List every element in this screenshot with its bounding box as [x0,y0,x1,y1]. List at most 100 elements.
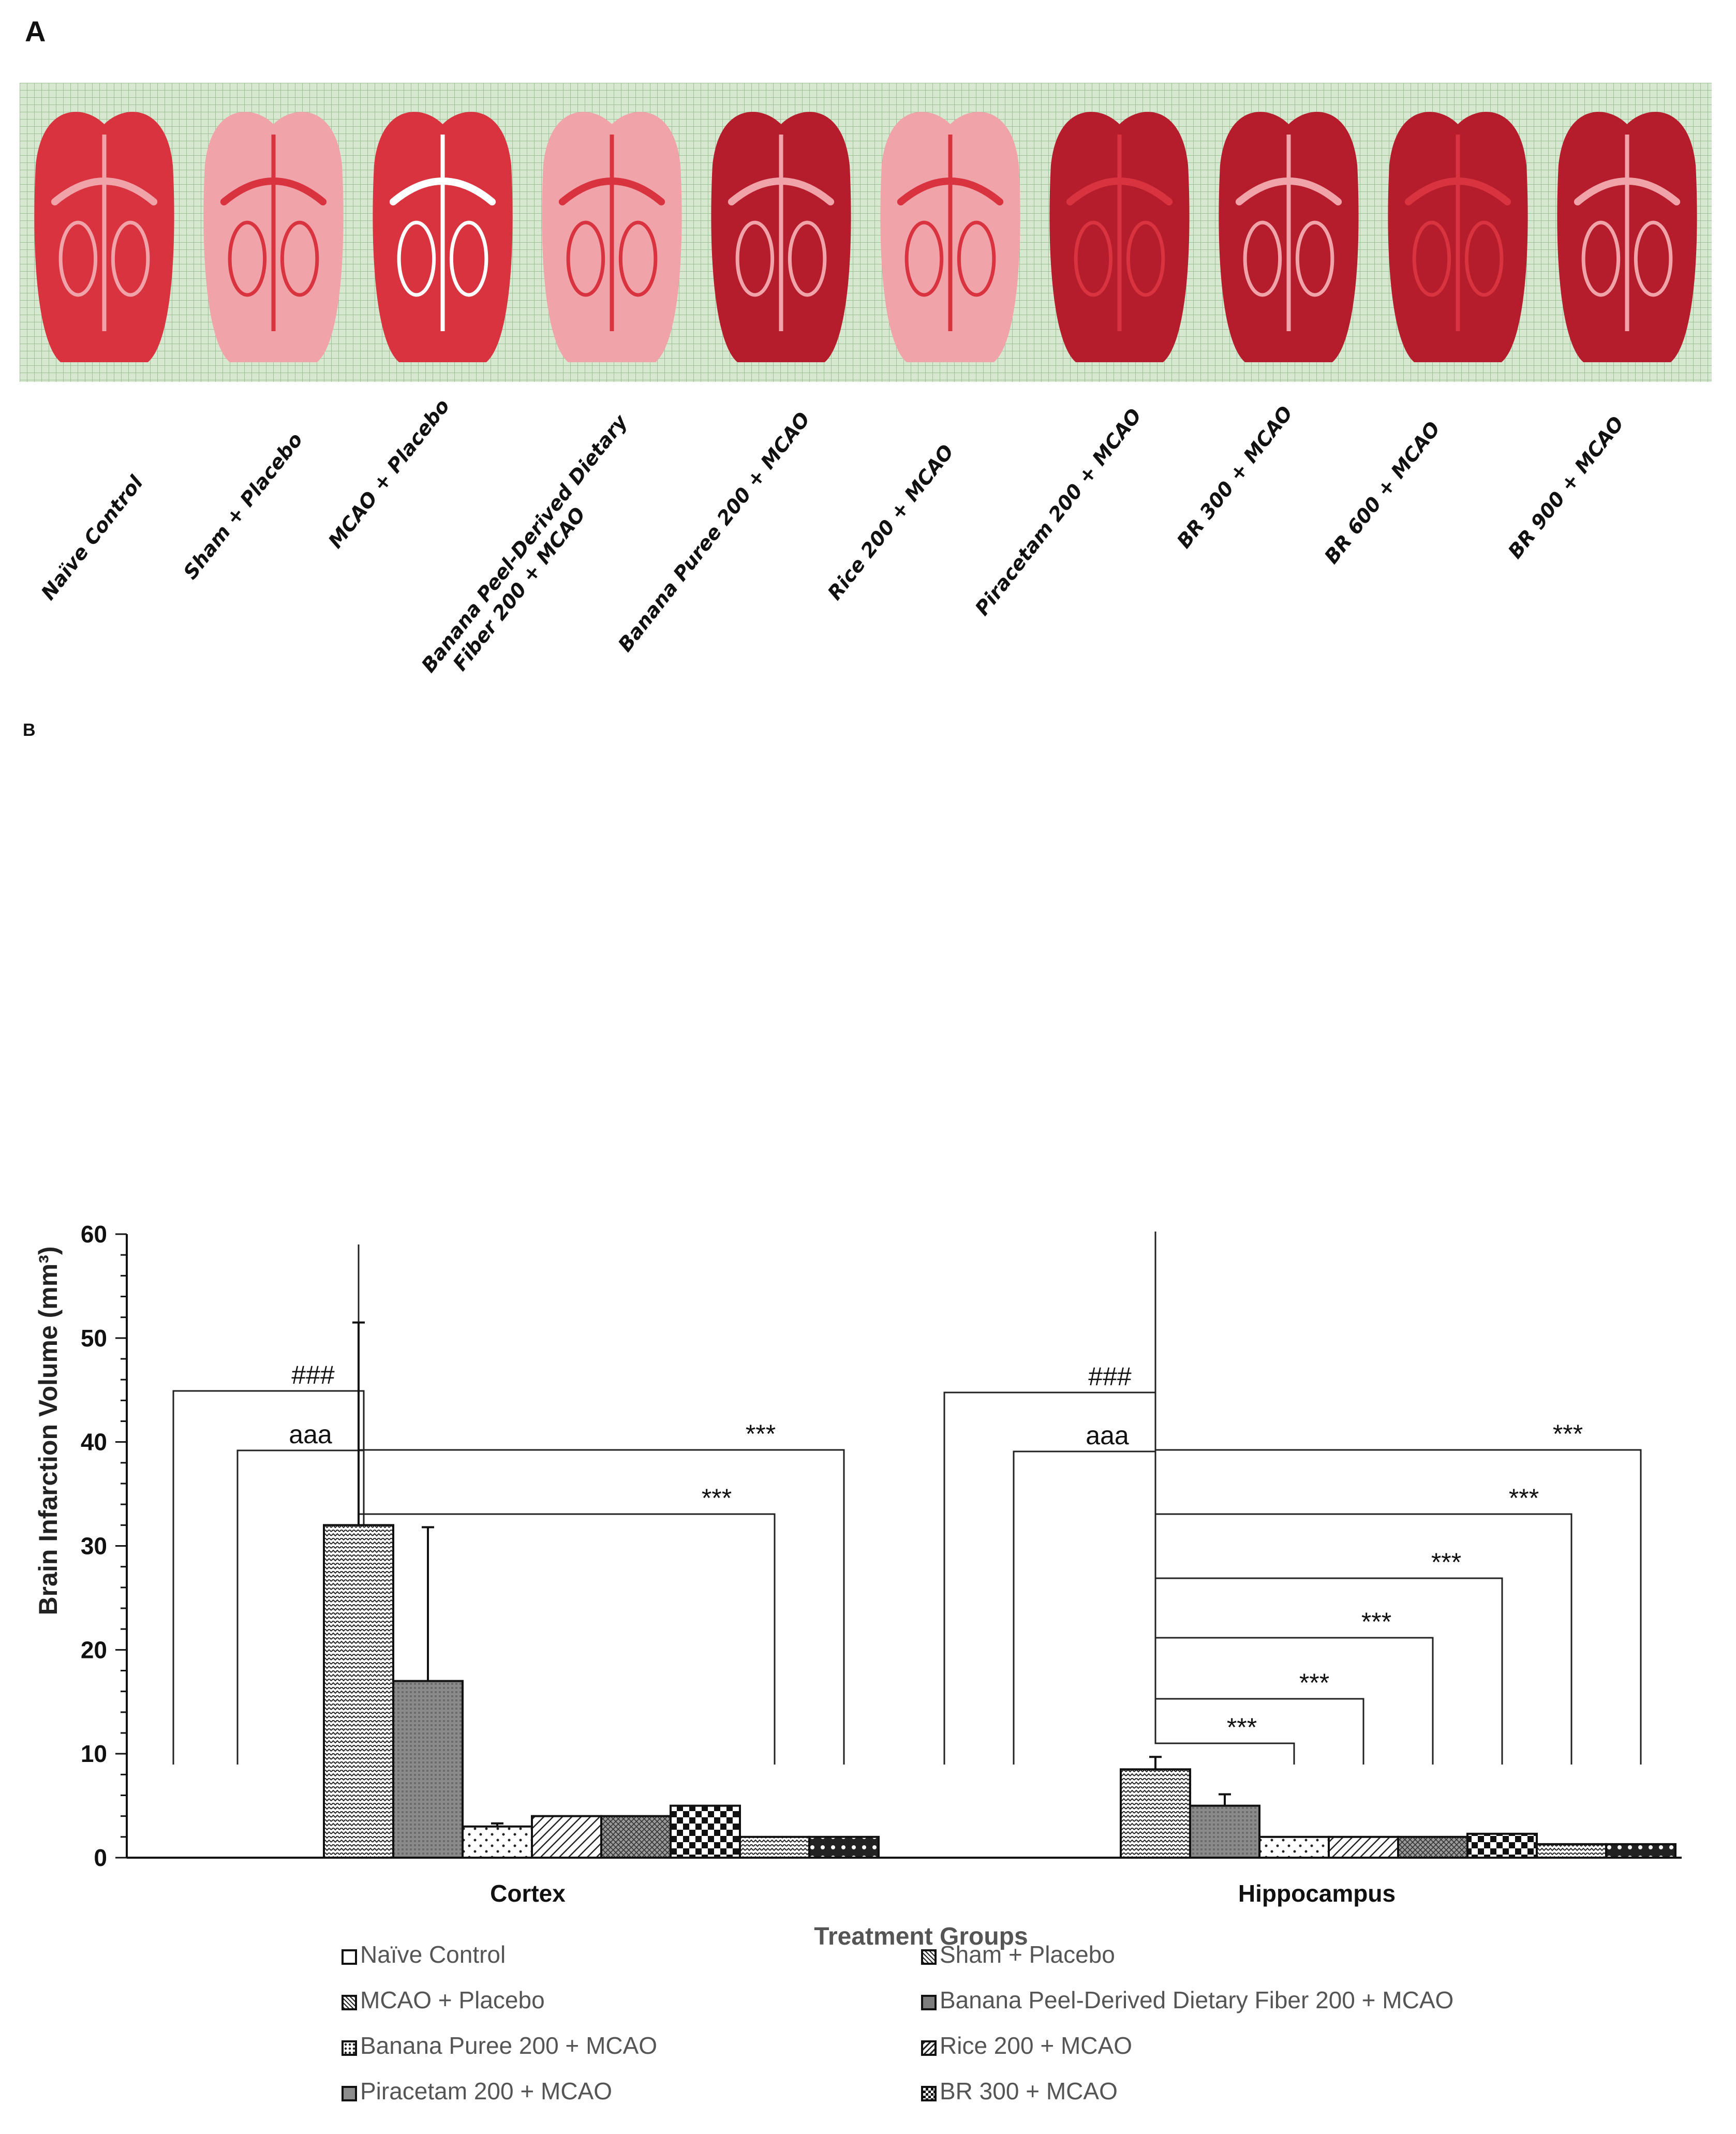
legend-item: Banana Puree 200 + MCAO [342,2032,657,2059]
significance-label: *** [702,1484,732,1513]
slice-right-structure [1634,220,1673,297]
slice-label-3: MCAO + Placebo [323,394,454,553]
slice-right-structure [957,220,996,297]
legend-item: Banana Peel-Derived Dietary Fiber 200 + … [921,1986,1453,2014]
bar [1397,1835,1468,1859]
legend-swatch [921,1949,937,1965]
bar [600,1815,672,1859]
bar [323,1524,394,1859]
slice-right-structure [618,220,658,297]
legend-item: BR 300 + MCAO [921,2077,1118,2105]
significance-bracket [1154,1490,1295,1765]
bar [1258,1835,1330,1859]
significance-annotations: *** *** ### aaa *** *** *** *** *** *** ### aaa [172,1232,1642,1765]
x-category-label: Hippocampus [1238,1880,1396,1907]
legend-item: MCAO + Placebo [342,1986,545,2014]
brain-slice-10 [1557,112,1697,362]
slice-left-structure [58,220,98,297]
slice-right-structure [788,220,827,297]
legend-label: MCAO + Placebo [360,1987,545,2013]
brain-slice-photos [20,83,1712,382]
slice-label-9: BR 600 + MCAO [1319,417,1445,569]
bar [1328,1835,1399,1859]
slice-left-structure [904,220,944,297]
legend-label: Sham + Placebo [940,1941,1115,1968]
bar [462,1825,533,1859]
legend-swatch [342,2040,357,2056]
legend-item: Naïve Control [342,1940,506,1968]
slice-label-line: BR 600 + MCAO [1319,417,1445,568]
y-tick-label: 50 [81,1325,107,1352]
slice-right-structure [1295,220,1334,297]
legend-swatch [921,2040,937,2056]
legend-swatch [342,1995,357,2010]
slice-label-line: Banana Peel-Derived Dietary [417,410,632,677]
y-tick-label: 40 [81,1429,107,1456]
significance-label: ### [1088,1362,1132,1391]
legend-label: BR 300 + MCAO [940,2078,1118,2105]
significance-bracket [1154,1490,1503,1765]
bar [1189,1804,1260,1859]
significance-label: *** [1227,1713,1257,1742]
x-category-label: Cortex [490,1880,566,1907]
significance-label: ### [291,1360,335,1389]
significance-label: *** [1431,1548,1461,1577]
slice-label-line: Sham + Placebo [179,428,307,584]
brain-slice-photo-strip [20,83,1712,382]
slice-left-structure [228,220,267,297]
brain-slice-4 [542,112,682,362]
brain-slice-1 [34,112,174,362]
bar [670,1804,741,1859]
slice-left-structure [1412,220,1451,297]
brain-slice-6 [880,112,1020,362]
slice-left-structure [397,220,436,297]
legend-label: Naïve Control [360,1941,506,1968]
significance-label: *** [1361,1607,1391,1636]
brain-slice-8 [1219,112,1359,362]
slice-label-7: Piracetam 200 + MCAO [970,404,1146,620]
brain-slice-5 [711,112,851,362]
legend-label: Banana Peel-Derived Dietary Fiber 200 + … [940,1987,1454,2013]
slice-label-line: MCAO + Placebo [323,394,454,553]
brain-slice-3 [373,112,513,362]
legend-label: Piracetam 200 + MCAO [360,2078,613,2105]
slice-label-10: BR 900 + MCAO [1503,412,1629,564]
significance-bracket [1154,1244,1642,1765]
slice-left-structure [735,220,775,297]
significance-label: *** [1299,1668,1329,1697]
bar [392,1680,464,1859]
bar [1466,1832,1538,1859]
significance-label: aaa [1086,1421,1129,1450]
slice-label-line: Piracetam 200 + MCAO [970,404,1146,620]
slice-left-structure [1074,220,1113,297]
x-axis-label: Treatment Groups [814,1923,1028,1950]
bar [808,1835,880,1859]
brain-slice-9 [1388,112,1528,362]
slice-label-4: Banana Peel-Derived Dietary Fiber 200 + M… [417,410,651,692]
slice-label-line: Fiber 200 + MCAO [448,502,590,675]
bar-chart: *** *** ### aaa *** *** *** *** *** *** ### aaa 0 10… [34,1221,1682,1950]
slice-right-structure [1126,220,1165,297]
slice-left-structure [566,220,605,297]
y-tick-label: 0 [94,1844,107,1871]
significance-bracket [1154,1490,1364,1765]
significance-bracket [943,1232,1156,1765]
slice-right-structure [280,220,319,297]
slice-label-line: Rice 200 + MCAO [823,440,958,604]
significance-label: *** [746,1419,776,1448]
chart-bars [323,1321,1676,1859]
legend-swatch [342,2086,357,2101]
significance-label: *** [1509,1484,1539,1513]
y-tick-label: 30 [81,1533,107,1560]
slice-right-structure [449,220,488,297]
legend-swatch [342,1949,357,1965]
panel-b-label: B [23,720,36,740]
y-axis-label: Brain Infarction Volume (mm³) [34,1246,63,1615]
legend-swatch [921,2086,937,2101]
slice-label-6: Rice 200 + MCAO [823,440,959,604]
slice-label-line: BR 300 + MCAO [1172,402,1297,553]
legend-label: Banana Puree 200 + MCAO [360,2032,658,2059]
bar [1536,1843,1607,1859]
y-tick-label: 60 [81,1221,107,1248]
legend-item: Rice 200 + MCAO [921,2032,1132,2059]
